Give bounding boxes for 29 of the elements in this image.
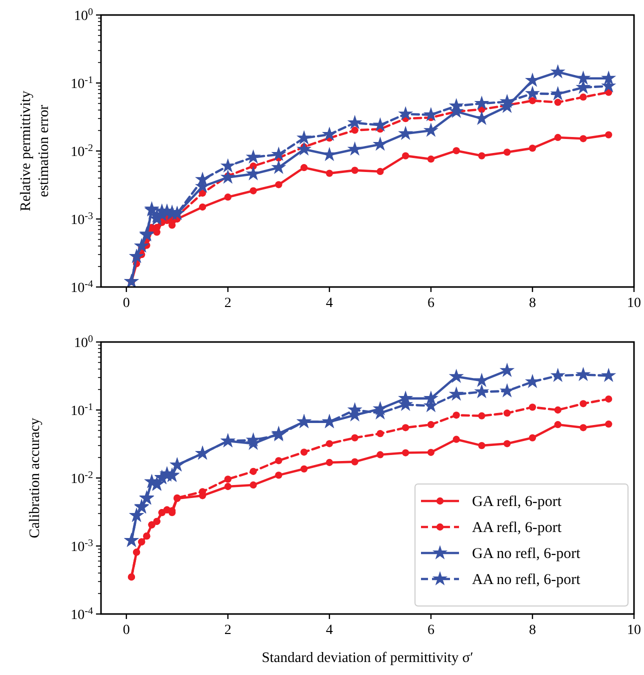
x-tick-label: 6 — [427, 296, 434, 311]
legend-label: AA no refl, 6-port — [472, 572, 582, 588]
x-tick-label: 8 — [528, 623, 536, 638]
x-tick-label: 0 — [122, 296, 130, 311]
x-tick-label: 2 — [224, 296, 232, 311]
y-tick-label: 10$^{0}$ — [74, 334, 93, 351]
y-tick-label: 10$^{-3}$ — [70, 538, 93, 555]
y-axis-title: Relative permittivity estimation error — [18, 90, 52, 212]
legend-label: GA no refl, 6-port — [472, 546, 582, 562]
y-axis-title: Calibration accuracy — [27, 417, 43, 538]
x-tick-label: 10 — [627, 623, 641, 638]
x-tick-label: 8 — [528, 296, 536, 311]
y-tick-label: 10$^{-4}$ — [70, 278, 93, 296]
x-tick-label: 2 — [224, 623, 232, 638]
legend-label: AA refl, 6-port — [472, 520, 562, 536]
y-tick-label: 10$^{-1}$ — [70, 74, 93, 92]
y-tick-label: 10$^{0}$ — [74, 6, 93, 24]
x-tick-label: 0 — [122, 623, 130, 638]
x-axis-title: Standard deviation of permittivity σ′ — [262, 650, 474, 666]
x-tick-label: 6 — [427, 623, 434, 638]
x-tick-label: 4 — [326, 623, 333, 638]
y-tick-label: 10$^{-2}$ — [70, 470, 93, 487]
y-tick-label: 10$^{-4}$ — [70, 606, 93, 623]
x-tick-label: 4 — [326, 296, 333, 311]
y-tick-label: 10$^{-1}$ — [70, 402, 93, 419]
x-tick-label: 10 — [627, 296, 641, 311]
legend-label: GA refl, 6-port — [472, 494, 562, 510]
y-tick-label: 10$^{-3}$ — [70, 210, 93, 228]
y-tick-label: 10$^{-2}$ — [70, 142, 93, 160]
